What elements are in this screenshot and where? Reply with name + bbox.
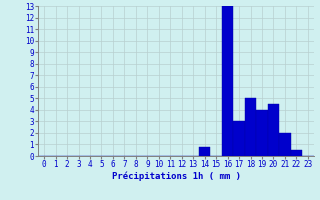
Bar	[256, 110, 268, 156]
X-axis label: Précipitations 1h ( mm ): Précipitations 1h ( mm )	[111, 172, 241, 181]
Bar	[279, 133, 291, 156]
Bar	[199, 147, 211, 156]
Bar	[291, 150, 302, 156]
Bar	[245, 98, 256, 156]
Bar	[222, 6, 233, 156]
Bar	[268, 104, 279, 156]
Bar	[233, 121, 245, 156]
